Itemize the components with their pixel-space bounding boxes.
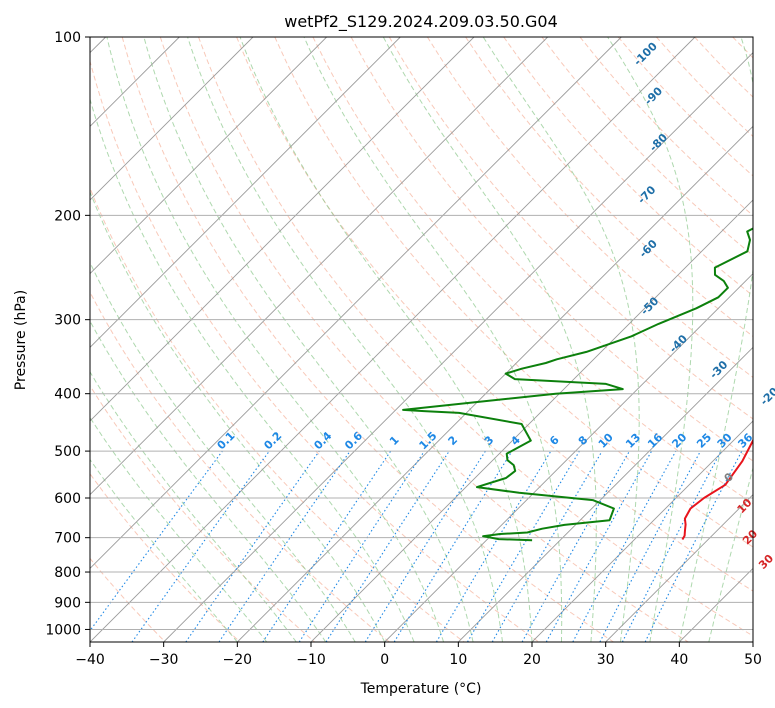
- moist-adiabat-line: [90, 458, 238, 642]
- dewpoint-profile-line: [402, 227, 753, 542]
- isotherm-line: [90, 37, 327, 275]
- y-tick-label: 700: [54, 531, 81, 547]
- dry-adiabat-line: [274, 37, 753, 548]
- dry-adiabat-line: [90, 291, 390, 642]
- chart-title: wetPf2_S129.2024.209.03.50.G04: [284, 12, 558, 32]
- moist-adiabat-line: [187, 37, 503, 642]
- moist-adiabat-line: [382, 37, 597, 642]
- x-tick-label: −30: [149, 652, 179, 668]
- y-tick-label: 100: [54, 30, 81, 46]
- x-axis: −40 −30 −20 −10 0 10 20 30 40 50: [75, 642, 762, 668]
- x-tick-label: 40: [670, 652, 688, 668]
- dry-adiabat-line: [503, 37, 753, 297]
- y-tick-label: 900: [54, 595, 81, 611]
- isotherm-line: [237, 125, 753, 642]
- x-tick-label: 50: [744, 652, 762, 668]
- x-tick-label: 10: [449, 652, 467, 668]
- moist-adiabat-line: [708, 466, 753, 642]
- y-tick-label: 1000: [45, 622, 81, 638]
- dry-adiabat-line: [350, 37, 753, 462]
- isotherm-line: [458, 346, 753, 642]
- mixing-ratio-line: [545, 450, 653, 642]
- x-axis-label: Temperature (°C): [360, 681, 482, 697]
- y-tick-label: 200: [54, 208, 81, 224]
- plot-frame: [89, 36, 754, 643]
- dry-adiabat-line: [159, 37, 689, 642]
- isotherm-line: [384, 273, 753, 642]
- background-lines: [90, 37, 753, 642]
- mixing-ratio-line: [185, 450, 320, 642]
- isotherm-line: [90, 37, 401, 348]
- moist-adiabat-line: [239, 37, 533, 642]
- moist-adiabat-line: [303, 37, 563, 642]
- x-tick-label: −20: [223, 652, 253, 668]
- y-axis: 100 200 300 400 500 600 700 800 900 1000: [45, 30, 90, 638]
- isotherm-line: [90, 37, 696, 642]
- moist-adiabat-line: [607, 37, 694, 642]
- dry-adiabat-line: [90, 472, 241, 642]
- dry-adiabat-line: [90, 384, 316, 642]
- dry-adiabat-line: [426, 37, 753, 378]
- y-tick-label: 600: [54, 491, 81, 507]
- dry-adiabat-line: [388, 37, 753, 420]
- mixing-ratio-line: [325, 450, 450, 642]
- mixing-ratio-line: [90, 450, 223, 632]
- mixing-ratio-line: [521, 450, 630, 642]
- mixing-ratio-line: [393, 450, 513, 642]
- mixing-ratio-line: [262, 450, 392, 642]
- y-axis-label: Pressure (hPa): [13, 290, 29, 390]
- isotherm-line: [310, 199, 753, 642]
- y-tick-label: 300: [54, 313, 81, 329]
- moist-adiabat-line: [678, 37, 753, 642]
- pressure-gridlines: [90, 37, 753, 630]
- moist-adiabat-line: [90, 261, 356, 642]
- dry-adiabat-line: [121, 37, 614, 642]
- y-tick-label: 400: [54, 387, 81, 403]
- temperature-profile-line: [681, 438, 753, 541]
- mixing-ratio-line: [644, 450, 743, 642]
- isotherm-line: [90, 37, 548, 496]
- isotherm-line: [531, 420, 753, 642]
- dry-adiabat-label: 40: [771, 577, 775, 597]
- mixing-ratio-line: [218, 450, 351, 642]
- sounding-profiles: [402, 227, 753, 542]
- y-tick-label: 500: [54, 444, 81, 460]
- y-tick-label: 800: [54, 565, 81, 581]
- moist-adiabat-line: [143, 37, 474, 642]
- mixing-ratio-line: [131, 450, 270, 642]
- isotherm-line: [90, 37, 254, 201]
- moist-adiabat-line: [106, 37, 445, 642]
- x-tick-label: 0: [380, 652, 389, 668]
- isotherm-line: [605, 494, 753, 642]
- isotherm-line: [90, 37, 622, 569]
- dry-adiabat-line: [465, 37, 753, 338]
- x-tick-label: −10: [296, 652, 326, 668]
- dry-adiabat-line: [90, 59, 540, 642]
- moist-adiabat-line: [90, 320, 327, 642]
- mixing-ratio-line: [572, 450, 677, 642]
- dry-adiabat-line: [236, 37, 753, 592]
- dry-adiabat-line: [312, 37, 753, 505]
- x-tick-label: 20: [523, 652, 541, 668]
- x-tick-label: 30: [597, 652, 615, 668]
- isotherm-line: [163, 52, 753, 642]
- x-tick-label: −40: [75, 652, 105, 668]
- moist-adiabat-line: [482, 37, 640, 642]
- dry-adiabat-line: [90, 186, 465, 642]
- moist-adiabat-line: [90, 190, 386, 642]
- isotherm-line: [90, 37, 475, 422]
- mixing-ratio-line: [298, 450, 425, 642]
- dry-adiabat-label: 30: [756, 552, 775, 572]
- moist-adiabat-line: [90, 416, 268, 642]
